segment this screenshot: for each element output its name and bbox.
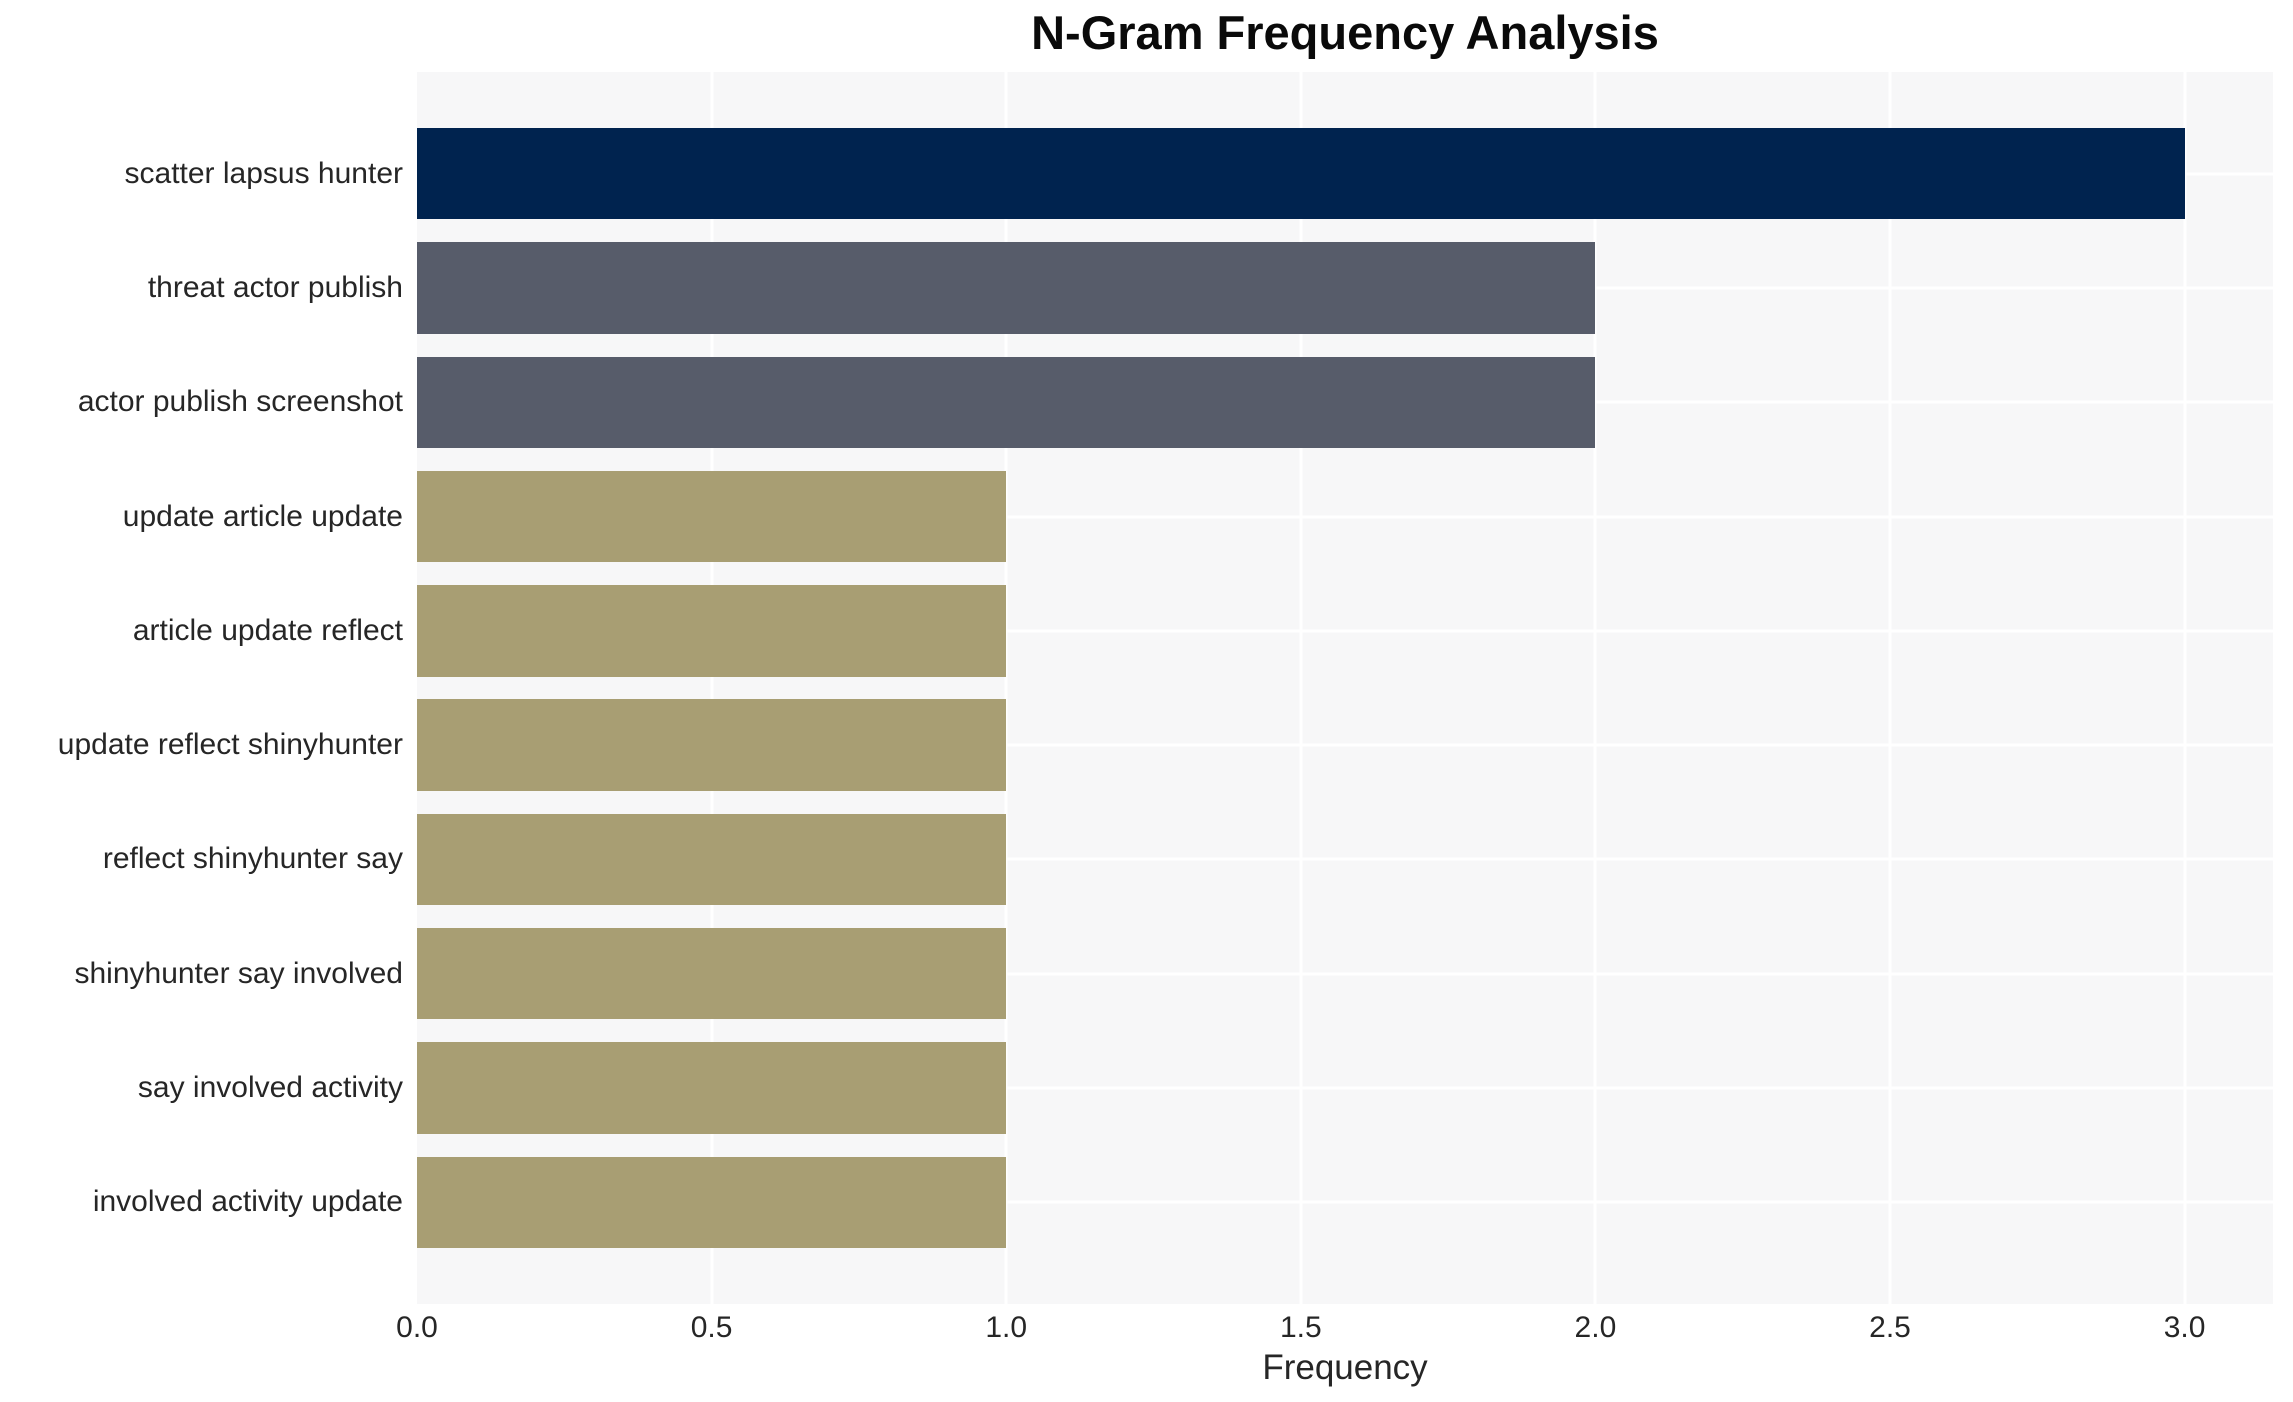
h-gridline <box>417 1086 2273 1090</box>
chart-title: N-Gram Frequency Analysis <box>1031 6 1659 59</box>
category-label: scatter lapsus hunter <box>124 156 403 190</box>
bar <box>417 585 1007 677</box>
x-tick-label: 0.5 <box>690 1311 733 1344</box>
x-axis-ticks: 0.0 0.5 1.0 1.5 2.0 2.5 3.0 <box>396 1311 2273 1351</box>
bar <box>417 128 2185 220</box>
v-gridline <box>1299 72 1303 1304</box>
h-gridline <box>417 1200 2273 1204</box>
bar <box>417 470 1007 563</box>
h-gridline <box>417 972 2273 976</box>
bar <box>417 813 1007 906</box>
h-gridline <box>417 629 2273 633</box>
category-label: threat actor publish <box>147 271 403 304</box>
bar <box>417 928 1007 1020</box>
h-gridline <box>417 743 2273 747</box>
x-tick-label: 3.0 <box>2163 1311 2206 1344</box>
category-label: say involved activity <box>137 1071 403 1104</box>
x-tick-label: 2.5 <box>1869 1311 1911 1344</box>
x-tick-label: 2.0 <box>1574 1311 1617 1344</box>
category-label: shinyhunter say involved <box>74 956 403 990</box>
plot-area <box>417 72 2273 1304</box>
v-gridline <box>2183 72 2187 1304</box>
v-gridline <box>1888 72 1892 1304</box>
category-label: reflect shinyhunter say <box>102 842 403 876</box>
category-label: update article update <box>122 499 403 533</box>
category-label: involved activity update <box>92 1185 403 1219</box>
v-gridline <box>710 72 714 1304</box>
v-gridline <box>1004 72 1008 1304</box>
x-tick-label: 0.0 <box>396 1311 438 1344</box>
bar <box>417 356 1596 448</box>
bar <box>417 242 1596 334</box>
v-gridline <box>1593 72 1597 1304</box>
h-gridline <box>417 857 2273 861</box>
x-tick-label: 1.5 <box>1279 1311 1322 1344</box>
bar <box>417 699 1007 791</box>
bar <box>417 1042 1007 1134</box>
category-label: article update reflect <box>132 613 403 647</box>
x-tick-label: 1.0 <box>985 1311 1028 1344</box>
x-axis-label: Frequency <box>1262 1348 1428 1387</box>
y-axis-labels: scatter lapsus hunter threat actor publis… <box>0 72 403 1304</box>
category-label: actor publish screenshot <box>77 385 403 419</box>
category-label: update reflect shinyhunter <box>57 728 403 762</box>
bar <box>417 1156 1007 1248</box>
h-gridline <box>417 515 2273 519</box>
